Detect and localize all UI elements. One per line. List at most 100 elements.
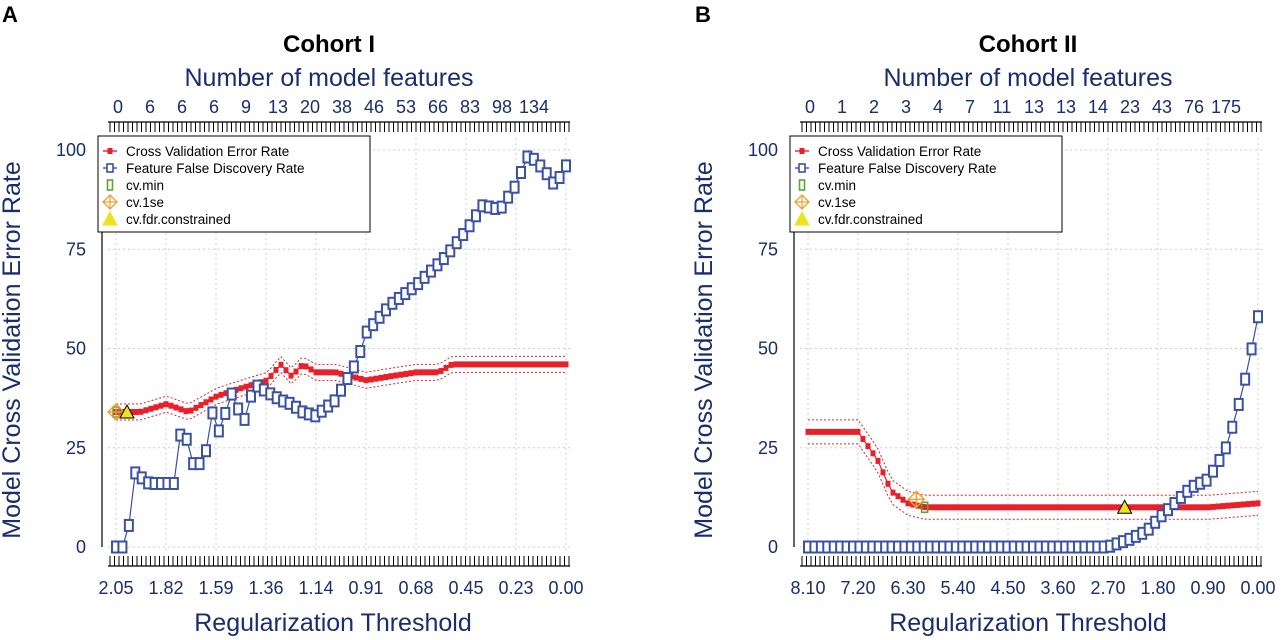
cv-error-point [955,504,961,511]
cv-fdr-constrained-marker [1116,499,1133,514]
y-tick-label: 25 [66,438,86,458]
y-tick-label: 25 [758,438,778,458]
cv-error-point [1235,501,1241,508]
cv-error-point [1230,502,1236,509]
cv-error-point [1055,504,1061,511]
legend-cv-fdr-constrained-key [102,210,118,226]
panel-a-letter: A [2,2,18,27]
cv-error-point [483,361,489,368]
cv-error-point [855,428,861,435]
cv-error-point [133,409,139,416]
y-tick-label: 50 [66,339,86,359]
cv-error-point [1135,504,1141,511]
cv-error-series [113,355,569,421]
y-tick-label: 100 [56,140,86,160]
cv-error-point [188,407,194,414]
cv-error-point [840,428,846,435]
cv-error-point [273,366,279,373]
legend-cv-1se-key [794,194,810,210]
top-tick-label: 2 [869,97,879,117]
fdr-point [451,236,462,250]
cv-error-point [293,368,299,375]
cv-error-point [183,408,189,415]
cv-error-lower-band [116,371,566,421]
fdr-point [194,457,205,471]
cv-error-point [243,383,249,390]
cv-error-point [433,369,439,376]
cv-error-point [213,393,219,400]
cv-error-point [1040,504,1046,511]
cv-error-point [198,402,204,409]
legend: Cross Validation Error Rate Feature False… [789,135,1063,233]
x-tick-label: 2.05 [98,578,133,598]
cv-fdr-constrained-marker [119,403,135,419]
cv-error-point [208,396,214,403]
top-tick-label: 6 [209,97,219,117]
x-tick-label: 7.20 [840,578,875,598]
legend-label: Feature False Discovery Rate [126,161,305,176]
cv-error-point [1100,504,1106,511]
cv-error-point [1130,504,1136,511]
cv-error-point [860,436,866,443]
panel-b-title: Cohort II [979,31,1078,58]
cv-error-point [548,361,554,368]
cv-error-point [940,504,946,511]
cv-error-point [1050,504,1056,511]
y-tick-label: 75 [758,239,778,259]
top-tick-label: 46 [364,97,384,117]
fdr-point [213,424,224,438]
panel-b-y-axis-title: Model Cross Validation Error Rate [690,161,718,538]
fdr-series [803,310,1263,554]
legend-cv-min-key [798,179,806,191]
cv-error-point [1155,504,1161,511]
cv-error-point [193,404,199,411]
cv-error-point [143,407,149,414]
fdr-point [1253,310,1263,324]
top-tick-label: 0 [805,97,815,117]
fdr-point [381,303,391,317]
cv-error-point [563,361,569,368]
cv-error-point [413,369,419,376]
x-tick-label: 0.00 [548,578,583,598]
cv-error-point [163,401,169,408]
cv-error-point [408,370,414,377]
x-tick-label: 1.59 [198,578,233,598]
top-tick-label: 6 [145,97,155,117]
fdr-point [207,406,218,420]
x-tick-label: 1.14 [298,578,333,598]
top-tick-label: 1 [837,97,847,117]
panel-a-plot: 0 25 50 75 100 2.05 1.82 1.59 1.36 1.14 0.91 0.68 0.… [56,97,584,598]
fdr-point [220,406,231,420]
fdr-point [554,171,565,185]
fdr-series [111,150,571,554]
panel-b-top-axis-title: Number of model features [883,64,1172,92]
cv-error-point [173,404,179,411]
cv-error-point [478,361,484,368]
cv-error-point [1205,504,1211,511]
cv-error-point [1065,504,1071,511]
top-tick-label: 7 [965,97,975,117]
panel-a-title: Cohort I [283,31,375,58]
cv-error-point [1070,504,1076,511]
cv-error-point [850,428,856,435]
legend-box [789,135,1063,233]
cv-error-point [1220,503,1226,510]
cv-error-point [148,405,154,412]
x-tick-label: 2.70 [1090,578,1125,598]
y-tick-label: 100 [748,140,778,160]
cv-error-point [498,361,504,368]
cv-error-point [463,361,469,368]
fdr-point [1143,522,1154,536]
cv-error-point [1045,504,1051,511]
cv-error-point [223,390,229,397]
top-tick-label: 134 [519,97,549,117]
fdr-point [168,476,179,490]
cv-error-point [493,361,499,368]
cv-error-point [1180,504,1186,511]
cv-error-point [870,450,876,457]
cv-error-point [418,369,424,376]
cv-1se-marker [107,403,125,422]
legend-cv-1se-key [102,194,118,210]
cv-error-point [1105,504,1111,511]
cv-error-point [393,372,399,379]
